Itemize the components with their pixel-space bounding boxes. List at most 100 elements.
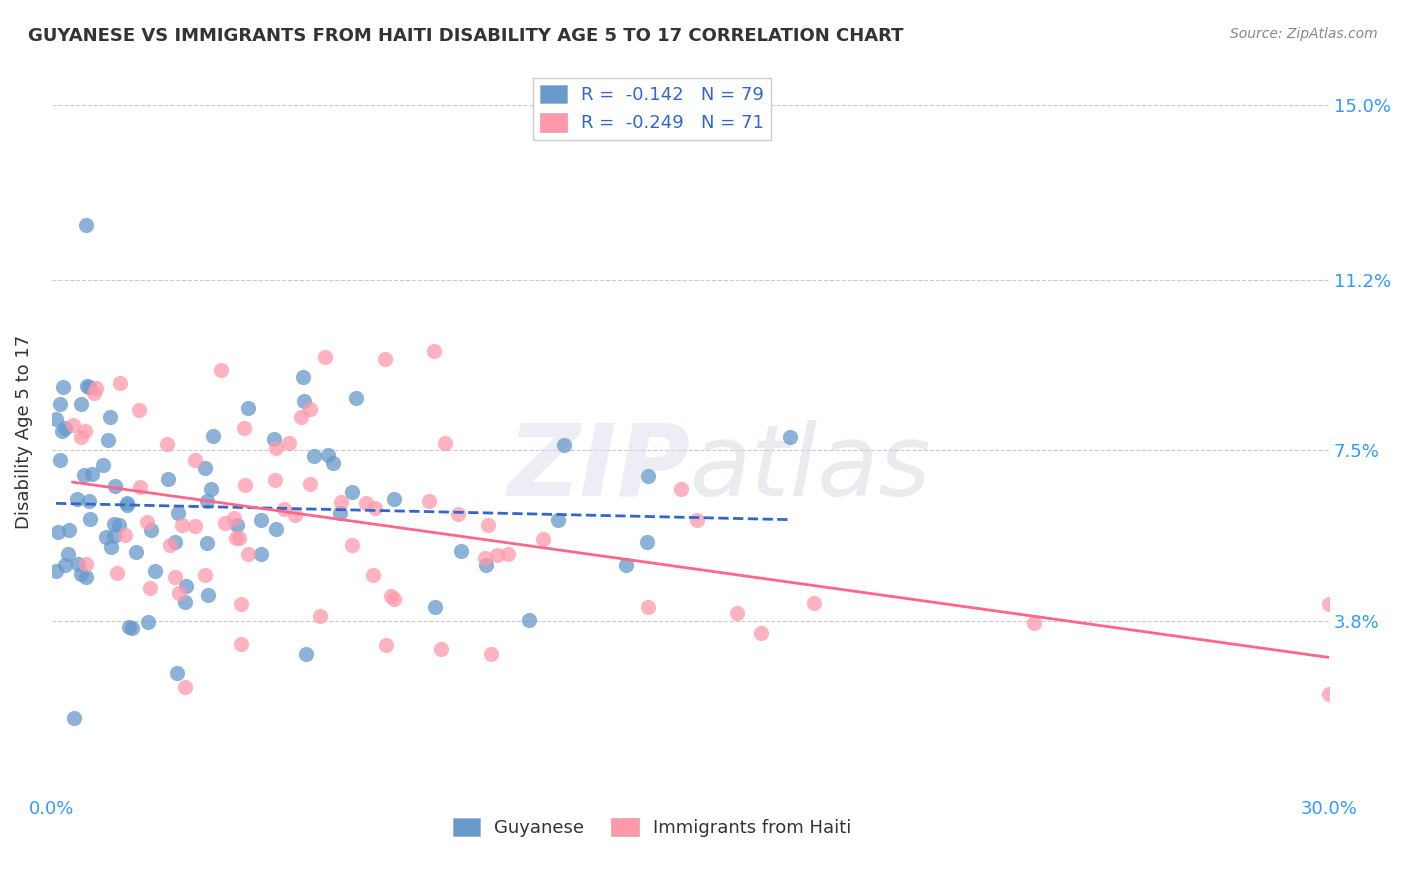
Point: [104, 478, 127, 492]
Point: [195, 536, 218, 550]
Point: [62, 417, 84, 432]
Point: [100, 410, 122, 425]
Point: [165, 570, 187, 584]
Text: atlas: atlas: [690, 420, 932, 516]
Point: [322, 457, 344, 471]
Point: [291, 369, 314, 384]
Point: [173, 680, 195, 694]
Point: [266, 441, 288, 455]
Point: [374, 638, 396, 652]
Point: [229, 637, 252, 651]
Point: [56, 547, 79, 561]
Point: [97, 433, 120, 447]
Point: [79, 512, 101, 526]
Point: [374, 351, 396, 366]
Point: [48, 453, 70, 467]
Point: [114, 528, 136, 542]
Point: [73, 425, 96, 439]
Point: [128, 402, 150, 417]
Point: [63, 711, 86, 725]
Point: [235, 477, 257, 491]
Point: [273, 502, 295, 516]
Point: [197, 588, 219, 602]
Point: [194, 567, 217, 582]
Point: [380, 589, 402, 603]
Point: [159, 538, 181, 552]
Point: [474, 551, 496, 566]
Point: [364, 500, 387, 515]
Point: [479, 647, 502, 661]
Point: [384, 592, 406, 607]
Point: [69, 397, 91, 411]
Point: [100, 540, 122, 554]
Point: [340, 538, 363, 552]
Point: [477, 518, 499, 533]
Point: [155, 437, 177, 451]
Point: [636, 535, 658, 549]
Point: [49, 397, 72, 411]
Point: [139, 523, 162, 537]
Point: [238, 547, 260, 561]
Point: [299, 402, 322, 417]
Point: [225, 518, 247, 533]
Point: [232, 421, 254, 435]
Point: [302, 450, 325, 464]
Point: [330, 495, 353, 509]
Text: ZIP: ZIP: [508, 420, 690, 516]
Point: [434, 435, 457, 450]
Text: GUYANESE VS IMMIGRANTS FROM HAITI DISABILITY AGE 5 TO 17 CORRELATION CHART: GUYANESE VS IMMIGRANTS FROM HAITI DISABI…: [28, 27, 904, 45]
Y-axis label: Disability Age 5 to 17: Disability Age 5 to 17: [15, 334, 32, 529]
Point: [447, 507, 470, 521]
Point: [1317, 597, 1340, 611]
Point: [46, 524, 69, 539]
Point: [553, 438, 575, 452]
Point: [295, 647, 318, 661]
Point: [70, 430, 93, 444]
Point: [107, 517, 129, 532]
Point: [264, 522, 287, 536]
Point: [83, 385, 105, 400]
Point: [418, 493, 440, 508]
Point: [547, 513, 569, 527]
Point: [475, 558, 498, 572]
Point: [749, 626, 772, 640]
Point: [803, 596, 825, 610]
Point: [614, 558, 637, 572]
Point: [84, 381, 107, 395]
Point: [115, 498, 138, 512]
Point: [278, 436, 301, 450]
Point: [94, 530, 117, 544]
Point: [309, 609, 332, 624]
Point: [72, 468, 94, 483]
Point: [58, 523, 80, 537]
Point: [685, 512, 707, 526]
Point: [91, 458, 114, 473]
Point: [75, 557, 97, 571]
Legend: Guyanese, Immigrants from Haiti: Guyanese, Immigrants from Haiti: [446, 811, 859, 845]
Point: [382, 491, 405, 506]
Point: [290, 410, 312, 425]
Point: [430, 642, 453, 657]
Point: [66, 491, 89, 506]
Point: [139, 581, 162, 595]
Point: [75, 218, 97, 232]
Point: [531, 532, 554, 546]
Point: [166, 666, 188, 681]
Point: [45, 564, 67, 578]
Point: [250, 513, 273, 527]
Point: [129, 480, 152, 494]
Point: [45, 412, 67, 426]
Point: [423, 344, 446, 359]
Point: [145, 564, 167, 578]
Point: [363, 567, 385, 582]
Point: [284, 508, 307, 523]
Point: [637, 468, 659, 483]
Point: [316, 448, 339, 462]
Point: [225, 531, 247, 545]
Point: [669, 482, 692, 496]
Point: [299, 477, 322, 491]
Point: [53, 558, 76, 573]
Point: [342, 485, 364, 500]
Point: [263, 432, 285, 446]
Point: [314, 350, 336, 364]
